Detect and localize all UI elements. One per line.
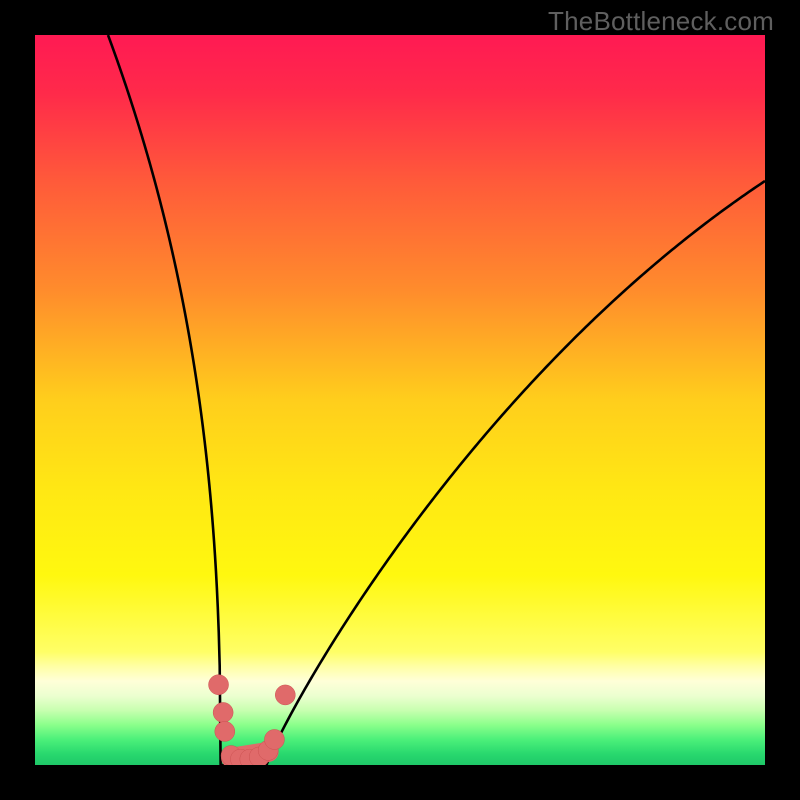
data-dot [209, 675, 229, 695]
watermark-text: TheBottleneck.com [548, 6, 774, 37]
data-dot [215, 721, 235, 741]
bottleneck-curve [108, 35, 765, 765]
data-dot [275, 685, 295, 705]
chart-overlay-svg [0, 0, 800, 800]
data-dot [264, 729, 284, 749]
data-dot [213, 702, 233, 722]
